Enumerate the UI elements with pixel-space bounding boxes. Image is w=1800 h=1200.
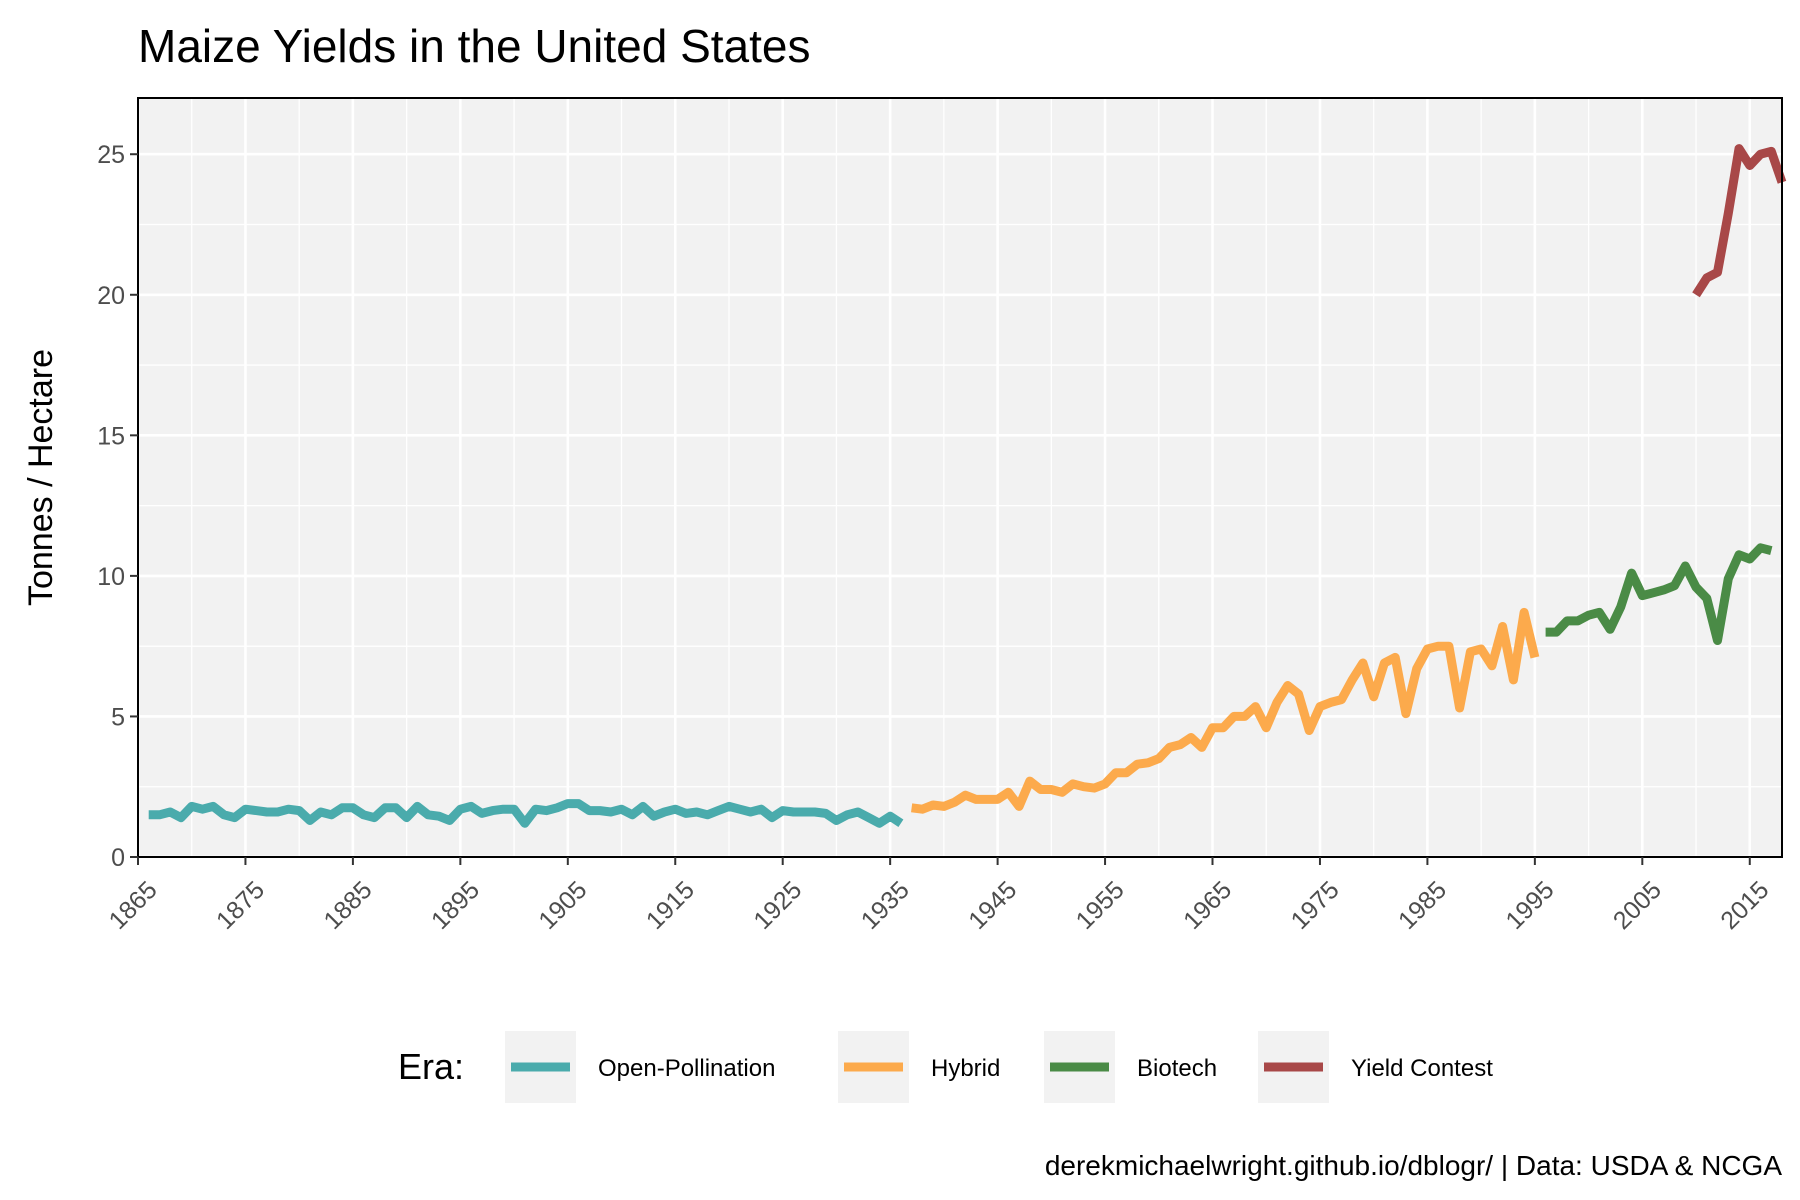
x-tick-label: 1965 xyxy=(1178,876,1237,935)
legend-label: Biotech xyxy=(1137,1055,1217,1082)
y-tick-label: 5 xyxy=(111,703,125,731)
legend-label: Yield Contest xyxy=(1351,1055,1493,1082)
series-lines xyxy=(148,144,1787,828)
x-tick-label: 1955 xyxy=(1071,876,1130,935)
x-tick-label: 1865 xyxy=(104,876,163,935)
y-tick-label: 20 xyxy=(97,282,125,310)
grid-lines xyxy=(136,98,1782,859)
x-tick-label: 1945 xyxy=(963,876,1022,935)
legend-label: Open-Pollination xyxy=(598,1055,775,1082)
x-tick-label: 1875 xyxy=(211,876,270,935)
series-line-yield-contest xyxy=(1692,144,1787,298)
series-line-hybrid xyxy=(911,607,1540,814)
x-tick-label: 1975 xyxy=(1286,876,1345,935)
x-tick-label: 1905 xyxy=(533,876,592,935)
x-tick-label: 1925 xyxy=(748,876,807,935)
x-tick-label: 1935 xyxy=(856,876,915,935)
y-tick-label: 25 xyxy=(97,141,125,169)
series-line-biotech xyxy=(1545,543,1773,645)
legend: Era: Open-Pollination Hybrid Biotech Yield … xyxy=(398,1031,1493,1103)
x-tick-label: 2015 xyxy=(1715,876,1774,935)
x-tick-label: 1985 xyxy=(1393,876,1452,935)
legend-label: Hybrid xyxy=(931,1055,1000,1082)
y-tick-label: 0 xyxy=(111,844,125,872)
legend-title: Era: xyxy=(398,1046,464,1087)
x-tick-label: 1995 xyxy=(1500,876,1559,935)
x-tick-label: 1895 xyxy=(426,876,485,935)
plot-border xyxy=(137,97,1783,858)
x-tick-label: 2005 xyxy=(1608,876,1667,935)
y-tick-label: 10 xyxy=(97,563,125,591)
x-tick-label: 1885 xyxy=(318,876,377,935)
chart-caption: derekmichaelwright.github.io/dblogr/ | D… xyxy=(1045,1150,1782,1181)
chart-title: Maize Yields in the United States xyxy=(138,20,810,72)
y-axis-label: Tonnes / Hectare xyxy=(22,349,60,606)
series-line-open-pollination xyxy=(148,799,904,828)
x-tick-label: 1915 xyxy=(641,876,700,935)
y-tick-label: 15 xyxy=(97,422,125,450)
